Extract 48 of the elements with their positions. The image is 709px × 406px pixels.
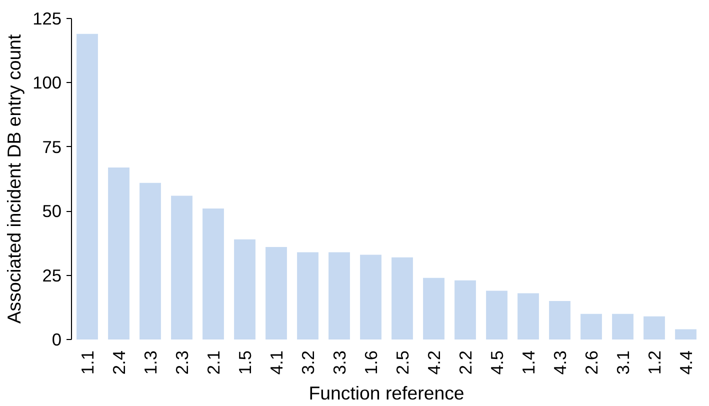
- x-tick-label: 1.5: [234, 350, 255, 375]
- x-tick-label: 2.5: [392, 350, 412, 375]
- bar: [360, 254, 382, 340]
- x-tick-label: 3.3: [329, 350, 350, 375]
- x-tick-label: 1.1: [77, 350, 98, 375]
- bar: [297, 252, 318, 340]
- bar: [171, 196, 192, 340]
- bar: [580, 314, 602, 340]
- bar: [549, 300, 570, 340]
- bar: [518, 293, 539, 340]
- bar: [486, 290, 508, 340]
- bar: [140, 182, 161, 340]
- x-tick-label: 4.1: [266, 350, 286, 375]
- x-tick-label: 1.6: [360, 350, 381, 375]
- y-tick-label: 0: [52, 330, 62, 350]
- bar: [644, 316, 665, 340]
- x-tick-label: 3.2: [298, 350, 318, 375]
- x-tick-label: 1.2: [644, 350, 664, 375]
- y-tick-label: 100: [32, 72, 62, 93]
- y-axis-title: Associated incident DB entry count: [4, 34, 25, 324]
- bar: [423, 278, 444, 340]
- x-tick-label: 4.5: [486, 350, 507, 375]
- x-tick-label: 2.3: [172, 350, 192, 375]
- x-tick-label: 4.4: [676, 350, 696, 375]
- x-tick-label: 2.4: [108, 350, 129, 375]
- bar: [76, 34, 98, 340]
- x-tick-label: 2.6: [581, 350, 602, 375]
- x-tick-label: 1.3: [140, 350, 160, 375]
- x-tick-label: 4.2: [424, 350, 444, 375]
- bar: [454, 280, 476, 340]
- bar: [612, 314, 634, 340]
- x-tick-label: 2.2: [455, 350, 476, 375]
- x-tick-label: 1.4: [518, 350, 538, 375]
- y-tick-label: 50: [42, 201, 62, 222]
- x-tick-label: 2.1: [203, 350, 224, 375]
- bar: [202, 208, 224, 340]
- y-tick-label: 25: [42, 265, 62, 286]
- x-tick-label: 4.3: [550, 350, 570, 375]
- bar: [108, 167, 130, 340]
- bar: [266, 247, 287, 340]
- bar: [234, 239, 256, 340]
- y-tick-label: 125: [32, 8, 62, 28]
- bar: [328, 252, 350, 340]
- bar: [675, 329, 696, 340]
- y-tick-label: 75: [42, 136, 62, 157]
- x-axis-title: Function reference: [308, 382, 464, 404]
- x-tick-label: 3.1: [612, 350, 633, 375]
- bar: [392, 257, 413, 340]
